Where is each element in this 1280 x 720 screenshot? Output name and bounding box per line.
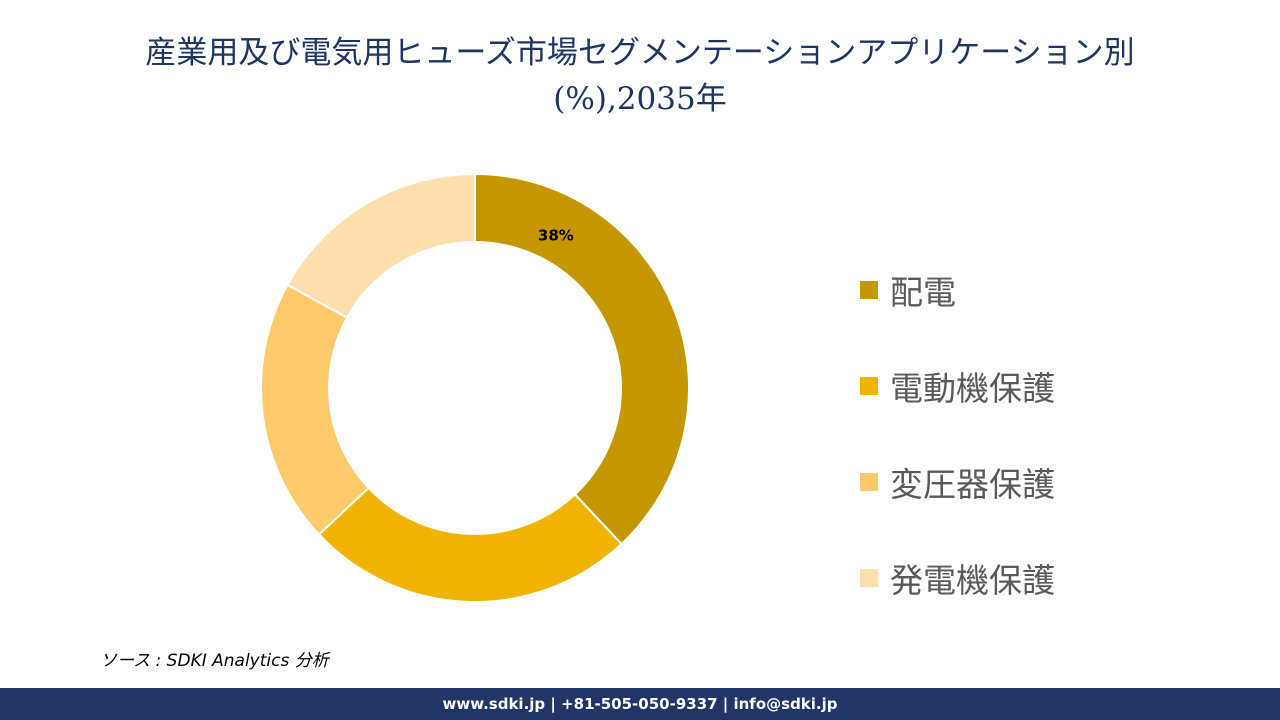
data-label-distribution: 38% [538,227,574,245]
legend-swatch [860,281,878,299]
legend-label: 電動機保護 [890,369,1055,408]
donut-slice-generator-protection [286,172,476,320]
chart-title-line-2: (%),2035年 [553,81,727,117]
chart-title-line-1: 産業用及び電気用ヒューズ市場セグメンテーションアプリケーション別 [145,35,1135,71]
legend-item-generator-protection: 発電機保護 [860,530,1055,626]
donut-slice-distribution [474,172,690,546]
legend-swatch [860,377,878,395]
chart-legend: 配電 電動機保護 変圧器保護 発電機保護 [860,242,1055,626]
donut-slice-transformer-protection [260,283,370,536]
footer-contact: www.sdki.jp | +81-505-050-9337 | info@sd… [442,695,838,713]
legend-label: 発電機保護 [890,561,1055,600]
legend-label: 配電 [890,273,956,312]
legend-item-distribution: 配電 [860,242,1055,338]
legend-swatch [860,569,878,587]
legend-item-motor-protection: 電動機保護 [860,338,1055,434]
footer-bar: www.sdki.jp | +81-505-050-9337 | info@sd… [0,688,1280,720]
source-note: ソース : SDKI Analytics 分析 [100,651,329,671]
donut-chart: 38% [260,172,690,603]
chart-title: 産業用及び電気用ヒューズ市場セグメンテーションアプリケーション別 (%),203… [40,30,1240,122]
donut-slice-motor-protection [317,486,623,603]
legend-item-transformer-protection: 変圧器保護 [860,434,1055,530]
legend-label: 変圧器保護 [890,465,1055,504]
legend-swatch [860,473,878,491]
